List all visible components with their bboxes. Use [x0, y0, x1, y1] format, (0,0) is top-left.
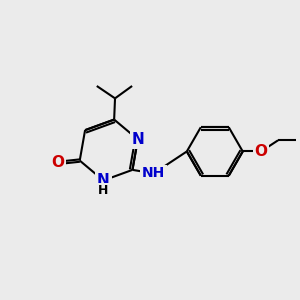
Text: O: O	[51, 155, 64, 170]
Text: N: N	[131, 132, 144, 147]
Text: H: H	[98, 184, 109, 197]
Text: N: N	[97, 173, 110, 188]
Text: O: O	[254, 144, 268, 159]
Text: NH: NH	[142, 167, 165, 180]
